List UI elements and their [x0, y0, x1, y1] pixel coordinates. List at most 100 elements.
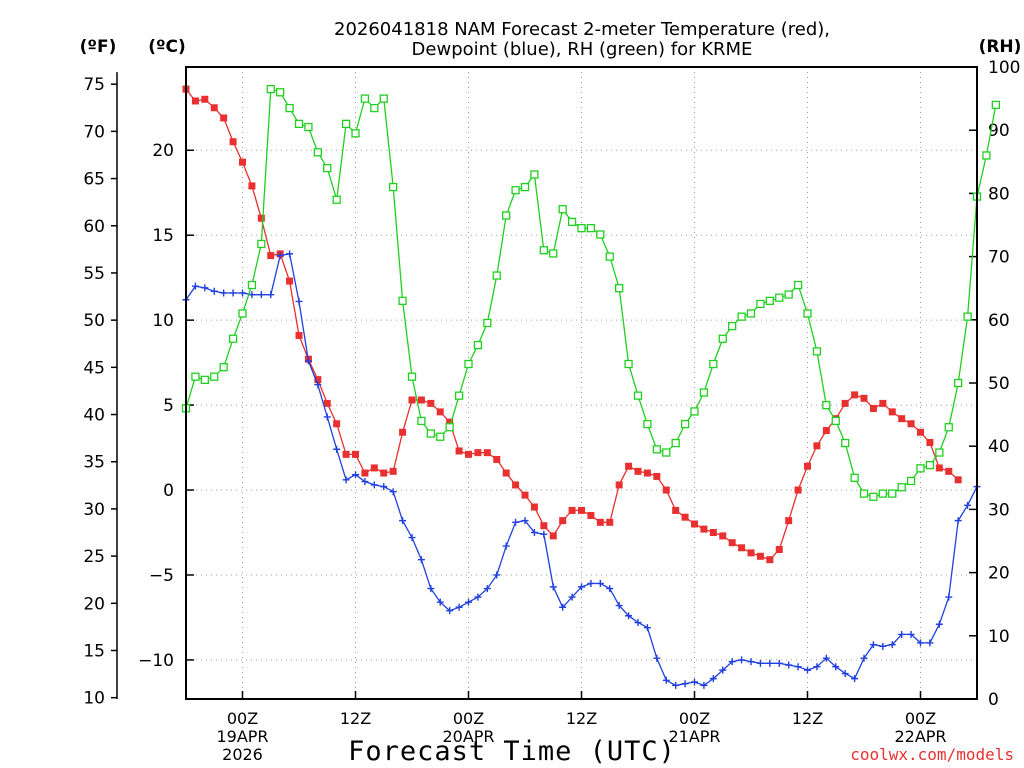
rh-line — [185, 88, 997, 498]
temperature-line — [185, 88, 959, 561]
celsius-tick-label: −10 — [138, 651, 174, 671]
fahrenheit-tick-label: 45 — [83, 358, 105, 378]
rh-point — [294, 119, 304, 129]
dewpoint-point — [502, 542, 510, 550]
temperature-point — [709, 529, 717, 537]
temperature-point — [521, 491, 529, 499]
rh-point — [228, 334, 238, 343]
temperature-point — [587, 512, 595, 520]
rh-point — [577, 224, 586, 233]
dewpoint-point — [615, 602, 623, 610]
dewpoint-point — [898, 630, 906, 638]
dewpoint-point — [201, 284, 209, 292]
temperature-point — [756, 552, 764, 560]
temperature-series — [182, 85, 962, 564]
dewpoint-point — [314, 381, 322, 389]
fahrenheit-tick-label: 75 — [83, 75, 105, 95]
temperature-point — [945, 467, 953, 475]
temperature-point — [436, 408, 444, 416]
rh-point — [605, 252, 614, 261]
dewpoint-point — [625, 612, 633, 620]
rh-point — [615, 284, 624, 293]
temperature-point — [361, 469, 369, 477]
rh-point — [360, 94, 370, 103]
dewpoint-point — [220, 289, 228, 297]
rh-point — [549, 249, 558, 258]
temperature-point — [691, 520, 698, 528]
dewpoint-point — [653, 654, 661, 662]
dewpoint-point — [229, 289, 237, 297]
rh-tick-label: 100 — [988, 58, 1020, 78]
temperature-point — [493, 455, 501, 463]
rh-point — [558, 205, 567, 214]
temperature-point — [954, 476, 962, 484]
dewpoint-point — [352, 471, 359, 479]
temperature-point — [408, 396, 416, 404]
x-tick-label: 00Z — [905, 709, 936, 728]
dewpoint-point — [465, 598, 472, 606]
rh-point — [746, 309, 756, 318]
temperature-point — [766, 556, 774, 564]
rh-point — [445, 423, 454, 432]
temperature-point — [907, 420, 915, 428]
rh-point — [954, 378, 963, 388]
celsius-tick-label: 10 — [152, 311, 174, 331]
dewpoint-point — [512, 518, 520, 526]
rh-point — [916, 464, 925, 473]
temperature-point — [399, 428, 407, 436]
dewpoint-point — [964, 501, 972, 509]
rh-point — [878, 489, 887, 498]
temperature-point — [229, 138, 237, 146]
fahrenheit-tick-label: 70 — [83, 122, 105, 142]
temperature-point — [596, 518, 604, 526]
celsius-tick-label: 0 — [163, 481, 174, 501]
x-tick-label: 2026 — [222, 745, 263, 764]
dewpoint-point — [455, 603, 463, 611]
rh-point — [831, 416, 840, 426]
temperature-point — [625, 462, 633, 470]
dewpoint-point — [841, 670, 849, 678]
temperature-point — [634, 467, 642, 475]
dewpoint-point — [248, 291, 256, 299]
temperature-point — [549, 532, 557, 540]
fahrenheit-tick-label: 15 — [83, 641, 105, 661]
dewpoint-point — [342, 476, 350, 484]
rh-point — [502, 211, 511, 220]
temperature-point — [728, 539, 736, 547]
dewpoint-point — [766, 659, 774, 667]
x-tick-label: 00Z — [453, 709, 484, 728]
dewpoint-point — [691, 678, 698, 686]
dewpoint-point — [917, 639, 924, 647]
fahrenheit-tick-label: 35 — [83, 453, 105, 473]
rh-point — [888, 489, 897, 498]
rh-point — [454, 391, 464, 400]
rh-point — [238, 309, 247, 318]
dewpoint-point — [549, 583, 557, 591]
temperature-point — [747, 549, 755, 557]
dewpoint-point — [493, 571, 501, 579]
temperature-point — [860, 394, 868, 402]
dewpoint-point — [578, 583, 585, 591]
temperature-point — [813, 442, 821, 450]
dewpoint-point — [530, 529, 538, 537]
dewpoint-point — [869, 641, 877, 649]
dewpoint-point — [700, 681, 708, 689]
rh-point — [341, 119, 351, 129]
fahrenheit-tick-label: 50 — [83, 311, 105, 331]
temperature-point — [389, 467, 397, 475]
temperature-point — [286, 277, 294, 285]
dewpoint-point — [587, 579, 595, 587]
temperature-point — [267, 252, 275, 260]
dewpoint-point — [719, 666, 727, 674]
x-tick-label: 12Z — [340, 709, 371, 728]
temperature-point — [502, 469, 510, 477]
temperature-point — [191, 97, 199, 105]
dewpoint-point — [935, 620, 943, 628]
chart-title-line-2: Dewpoint (blue), RH (green) for KRME — [412, 39, 753, 60]
dewpoint-point — [662, 676, 670, 684]
rh-point — [822, 400, 831, 410]
rh-point — [982, 151, 991, 160]
dewpoint-point — [559, 603, 567, 611]
dewpoint-point — [822, 654, 830, 662]
rh-tick-label: 90 — [988, 121, 1010, 141]
